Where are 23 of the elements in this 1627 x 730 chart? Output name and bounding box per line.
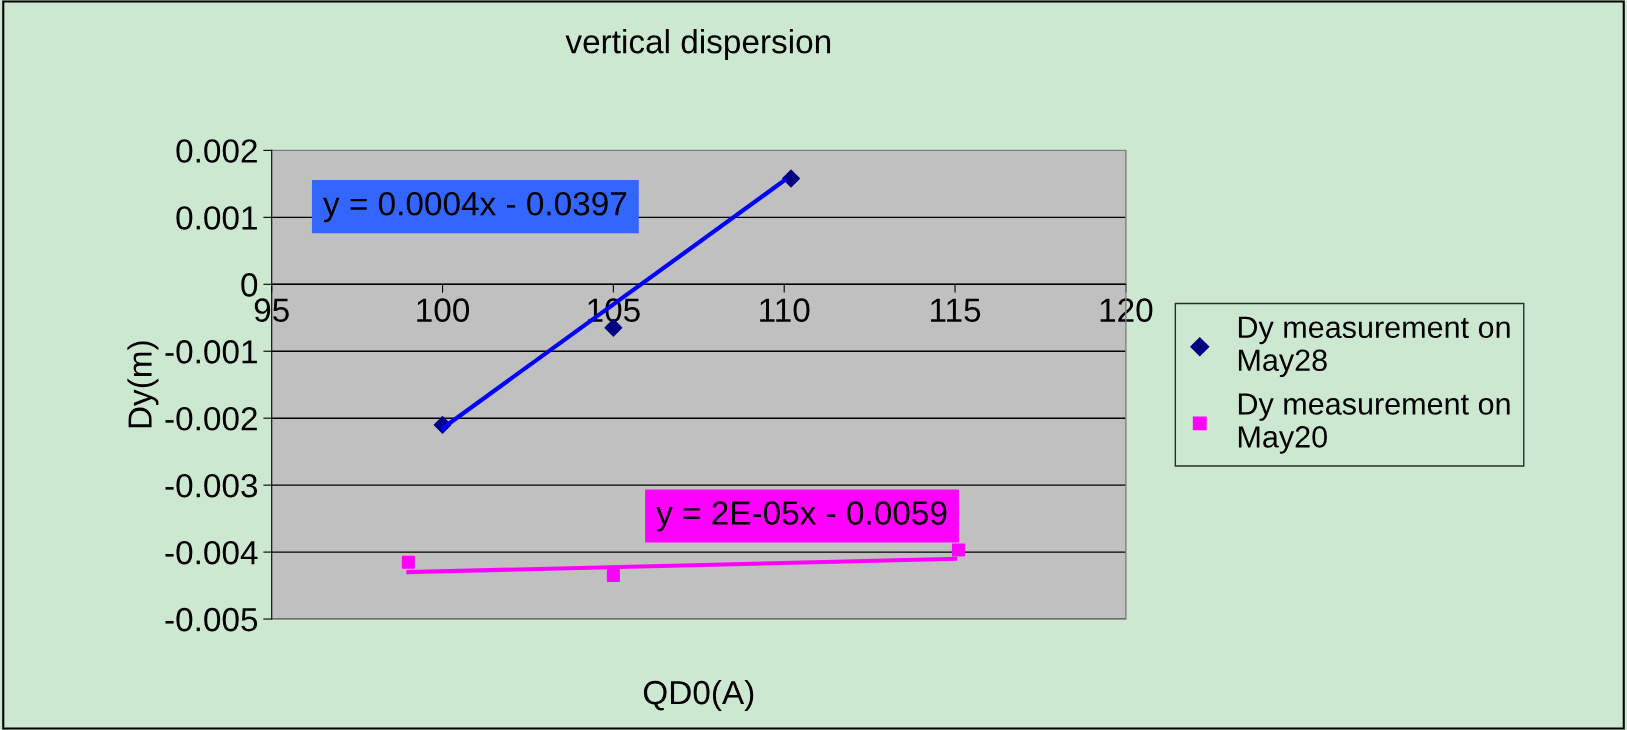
y-tick-label: 0.001 — [176, 206, 257, 230]
legend-label: Dy measurement on May28 — [1238, 316, 1510, 378]
annotation: y = 2E-05x - 0.0059 — [656, 501, 947, 532]
x-axis-title: QD0(A) — [643, 679, 754, 712]
y-tick-label: -0.001 — [165, 340, 257, 364]
y-tick-label: -0.005 — [165, 607, 258, 632]
y-tick-label: -0.002 — [165, 406, 257, 431]
point — [782, 169, 800, 188]
x-tick-label: 120 — [1100, 298, 1153, 322]
annotation: y = 0.0004x - 0.0397 — [323, 191, 627, 223]
y-tick-label: 0.002 — [176, 139, 257, 163]
y-tick-label: -0.003 — [165, 473, 258, 498]
point — [401, 555, 415, 569]
legend-label: Dy measurement on May20 — [1238, 393, 1510, 454]
x-tick-label: 100 — [417, 298, 470, 322]
point — [606, 569, 620, 583]
x-tick-label: 115 — [931, 298, 981, 322]
point — [951, 543, 965, 557]
y-axis-title: Dy(m) — [127, 341, 159, 428]
y-tick-label: -0.004 — [165, 540, 258, 565]
x-tick-label: 110 — [760, 298, 810, 322]
chart-title: vertical dispersion — [565, 29, 831, 61]
y-tick-label: 0 — [241, 273, 258, 297]
